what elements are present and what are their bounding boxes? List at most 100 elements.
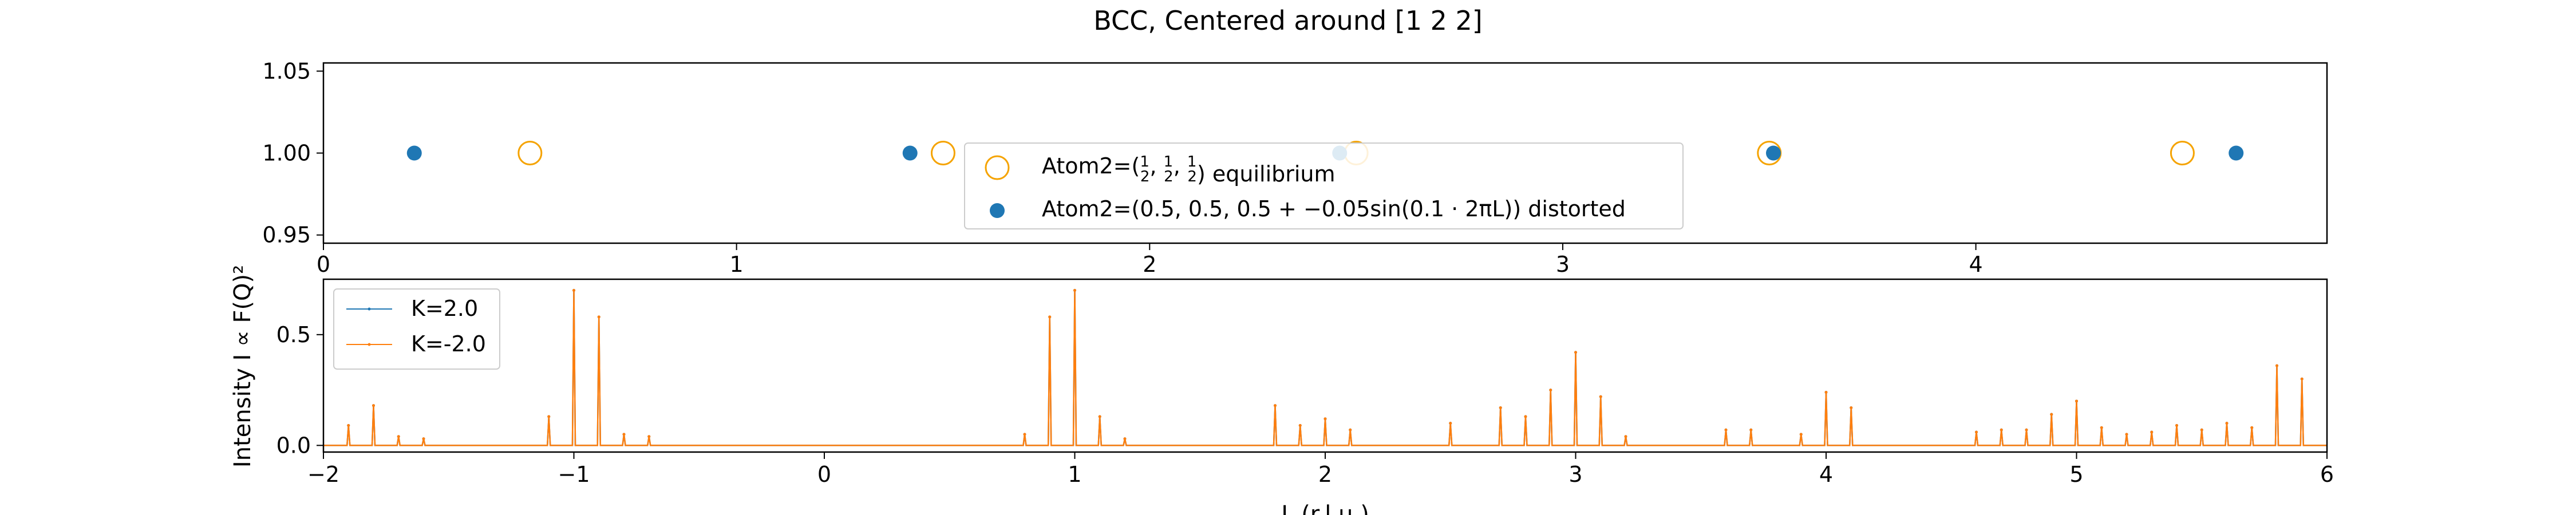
series-k-neg-point bbox=[347, 424, 350, 427]
scatter-x-tick-label: 0 bbox=[317, 252, 330, 277]
series-k-neg-point bbox=[1799, 433, 1803, 436]
legend-dot-k-pos bbox=[368, 307, 371, 311]
distorted-point bbox=[1765, 145, 1781, 161]
series-k-neg-point bbox=[547, 415, 551, 418]
legend-dot-k-neg bbox=[368, 343, 371, 346]
scatter-legend: Atom2=(1 2, 1 2, 1 2) equilibrium Atom2=(0.… bbox=[964, 142, 1684, 229]
intensity-x-tick-label: 5 bbox=[2069, 462, 2083, 487]
series-k-neg-point bbox=[2100, 426, 2103, 429]
scatter-marks bbox=[406, 141, 2244, 165]
series-k-neg-point bbox=[397, 435, 400, 438]
intensity-x-tick-label: −2 bbox=[307, 462, 339, 487]
series-k-neg-point bbox=[1048, 315, 1052, 319]
series-k-neg-point bbox=[2050, 413, 2053, 416]
fraction-numerator: 1 bbox=[1140, 153, 1149, 171]
intensity-axis-ticks: −2 −1 0 1 2 3 4 5 6 0.0 0.5 bbox=[276, 322, 2334, 487]
intensity-x-tick-label: 1 bbox=[1068, 462, 1081, 487]
fraction-denominator: 2 bbox=[1140, 168, 1150, 185]
scatter-x-tick-label: 1 bbox=[730, 252, 744, 277]
series-k-neg-point bbox=[1599, 395, 1602, 398]
legend-label-equilibrium: Atom2=(1 2, 1 2, 1 2) equilibrium bbox=[1042, 153, 1336, 187]
series-k-neg-point bbox=[422, 437, 425, 441]
scatter-x-tick-label: 4 bbox=[1969, 252, 1983, 277]
intensity-x-tick-label: 6 bbox=[2320, 462, 2334, 487]
series-k-neg-point bbox=[1023, 433, 1026, 436]
series-k-neg-point bbox=[1323, 417, 1327, 421]
series-k-neg-point bbox=[1123, 437, 1127, 441]
equilibrium-point bbox=[517, 141, 543, 165]
series-k-neg-point bbox=[1098, 415, 1101, 418]
series-k-neg-point bbox=[2075, 399, 2078, 403]
fraction-numerator: 1 bbox=[1187, 153, 1197, 171]
series-k-neg-point bbox=[1574, 351, 1577, 354]
series-k-neg-point bbox=[1850, 406, 1853, 410]
intensity-legend: K=2.0 K=-2.0 bbox=[333, 288, 500, 370]
scatter-x-tick-label: 3 bbox=[1556, 252, 1570, 277]
scatter-y-tick-label: 1.05 bbox=[262, 58, 311, 84]
series-k-neg-point bbox=[1524, 415, 1527, 418]
scatter-legend-box bbox=[964, 142, 1684, 229]
series-k-neg-point bbox=[572, 288, 575, 292]
intensity-panel: −2 −1 0 1 2 3 4 5 6 0.0 0.5 L (r.l.u.) Intensity I… bbox=[230, 265, 2334, 515]
intensity-y-tick-label: 0.5 bbox=[276, 322, 311, 347]
intensity-x-tick-label: 4 bbox=[1819, 462, 1833, 487]
legend-marker-equilibrium bbox=[985, 155, 1010, 180]
series-k-neg-point bbox=[1073, 288, 1076, 292]
series-k-neg-point bbox=[622, 433, 626, 436]
legend-label-k-neg: K=-2.0 bbox=[411, 331, 486, 356]
series-k-neg-point bbox=[1274, 404, 1277, 407]
distorted-point bbox=[902, 145, 918, 161]
legend-label-k-pos: K=2.0 bbox=[411, 296, 478, 321]
scatter-x-tick-label: 2 bbox=[1143, 252, 1156, 277]
legend-marker-distorted bbox=[990, 203, 1005, 218]
equilibrium-point bbox=[2170, 141, 2195, 165]
series-k-neg-point bbox=[1349, 428, 1352, 431]
series-k-neg-point bbox=[2250, 426, 2254, 429]
fraction-denominator: 2 bbox=[1187, 168, 1197, 185]
series-k-neg-point bbox=[2275, 364, 2278, 367]
fraction-numerator: 1 bbox=[1164, 153, 1174, 171]
scatter-axes-frame bbox=[322, 62, 2328, 244]
intensity-x-tick-label: 0 bbox=[817, 462, 831, 487]
series-k-neg-point bbox=[2150, 430, 2154, 434]
intensity-x-tick-label: 3 bbox=[1568, 462, 1582, 487]
intensity-y-tick-label: 0.0 bbox=[276, 433, 311, 458]
series-k-neg-point bbox=[2175, 424, 2178, 427]
scatter-axis-ticks: 0 1 2 3 41.051.000.95 bbox=[262, 58, 1982, 277]
series-k-neg-line bbox=[323, 290, 2327, 446]
series-k-neg-point bbox=[1624, 435, 1627, 438]
series-k-neg-point bbox=[647, 435, 651, 438]
distorted-point bbox=[406, 145, 422, 161]
series-k-neg-point bbox=[1975, 430, 1978, 434]
equilibrium-point bbox=[930, 141, 955, 165]
intensity-x-tick-label: −1 bbox=[558, 462, 590, 487]
intensity-x-axis-label: L (r.l.u.) bbox=[1281, 501, 1369, 515]
intensity-axes-frame bbox=[322, 278, 2328, 453]
intensity-y-axis-label: Intensity I ∝ F(Q)² bbox=[230, 265, 256, 468]
series-k-neg-point bbox=[1499, 406, 1502, 410]
series-k-neg-point bbox=[2025, 428, 2028, 431]
scatter-y-tick-label: 0.95 bbox=[262, 223, 311, 248]
series-k-neg-point bbox=[1549, 389, 1552, 392]
series-k-neg-point bbox=[372, 404, 375, 407]
series-k-neg-point bbox=[2300, 377, 2304, 381]
series-k-neg-point bbox=[1724, 428, 1728, 431]
series-k-neg-point bbox=[1749, 428, 1753, 431]
series-k-neg-point bbox=[2225, 422, 2229, 425]
scatter-panel: 0 1 2 3 41.051.000.95 Atom2=(1 2, 1 2, 1 2) equ… bbox=[262, 58, 2328, 277]
legend-label-distorted: Atom2=(0.5, 0.5, 0.5 + −0.05sin(0.1 · 2π… bbox=[1042, 196, 1626, 221]
series-k-neg-point bbox=[2125, 433, 2128, 436]
fraction-separator: , bbox=[1174, 153, 1187, 179]
series-k-neg-point bbox=[2200, 428, 2203, 431]
series-k-neg-point bbox=[1298, 424, 1302, 427]
fraction-denominator: 2 bbox=[1164, 168, 1174, 185]
distorted-point bbox=[2229, 145, 2244, 161]
intensity-x-tick-label: 2 bbox=[1318, 462, 1332, 487]
intensity-marks bbox=[323, 288, 2327, 446]
fraction-separator: , bbox=[1149, 153, 1163, 179]
scatter-y-tick-label: 1.00 bbox=[262, 141, 311, 166]
series-k-neg-point bbox=[1824, 390, 1828, 394]
series-k-neg-point bbox=[597, 315, 600, 319]
